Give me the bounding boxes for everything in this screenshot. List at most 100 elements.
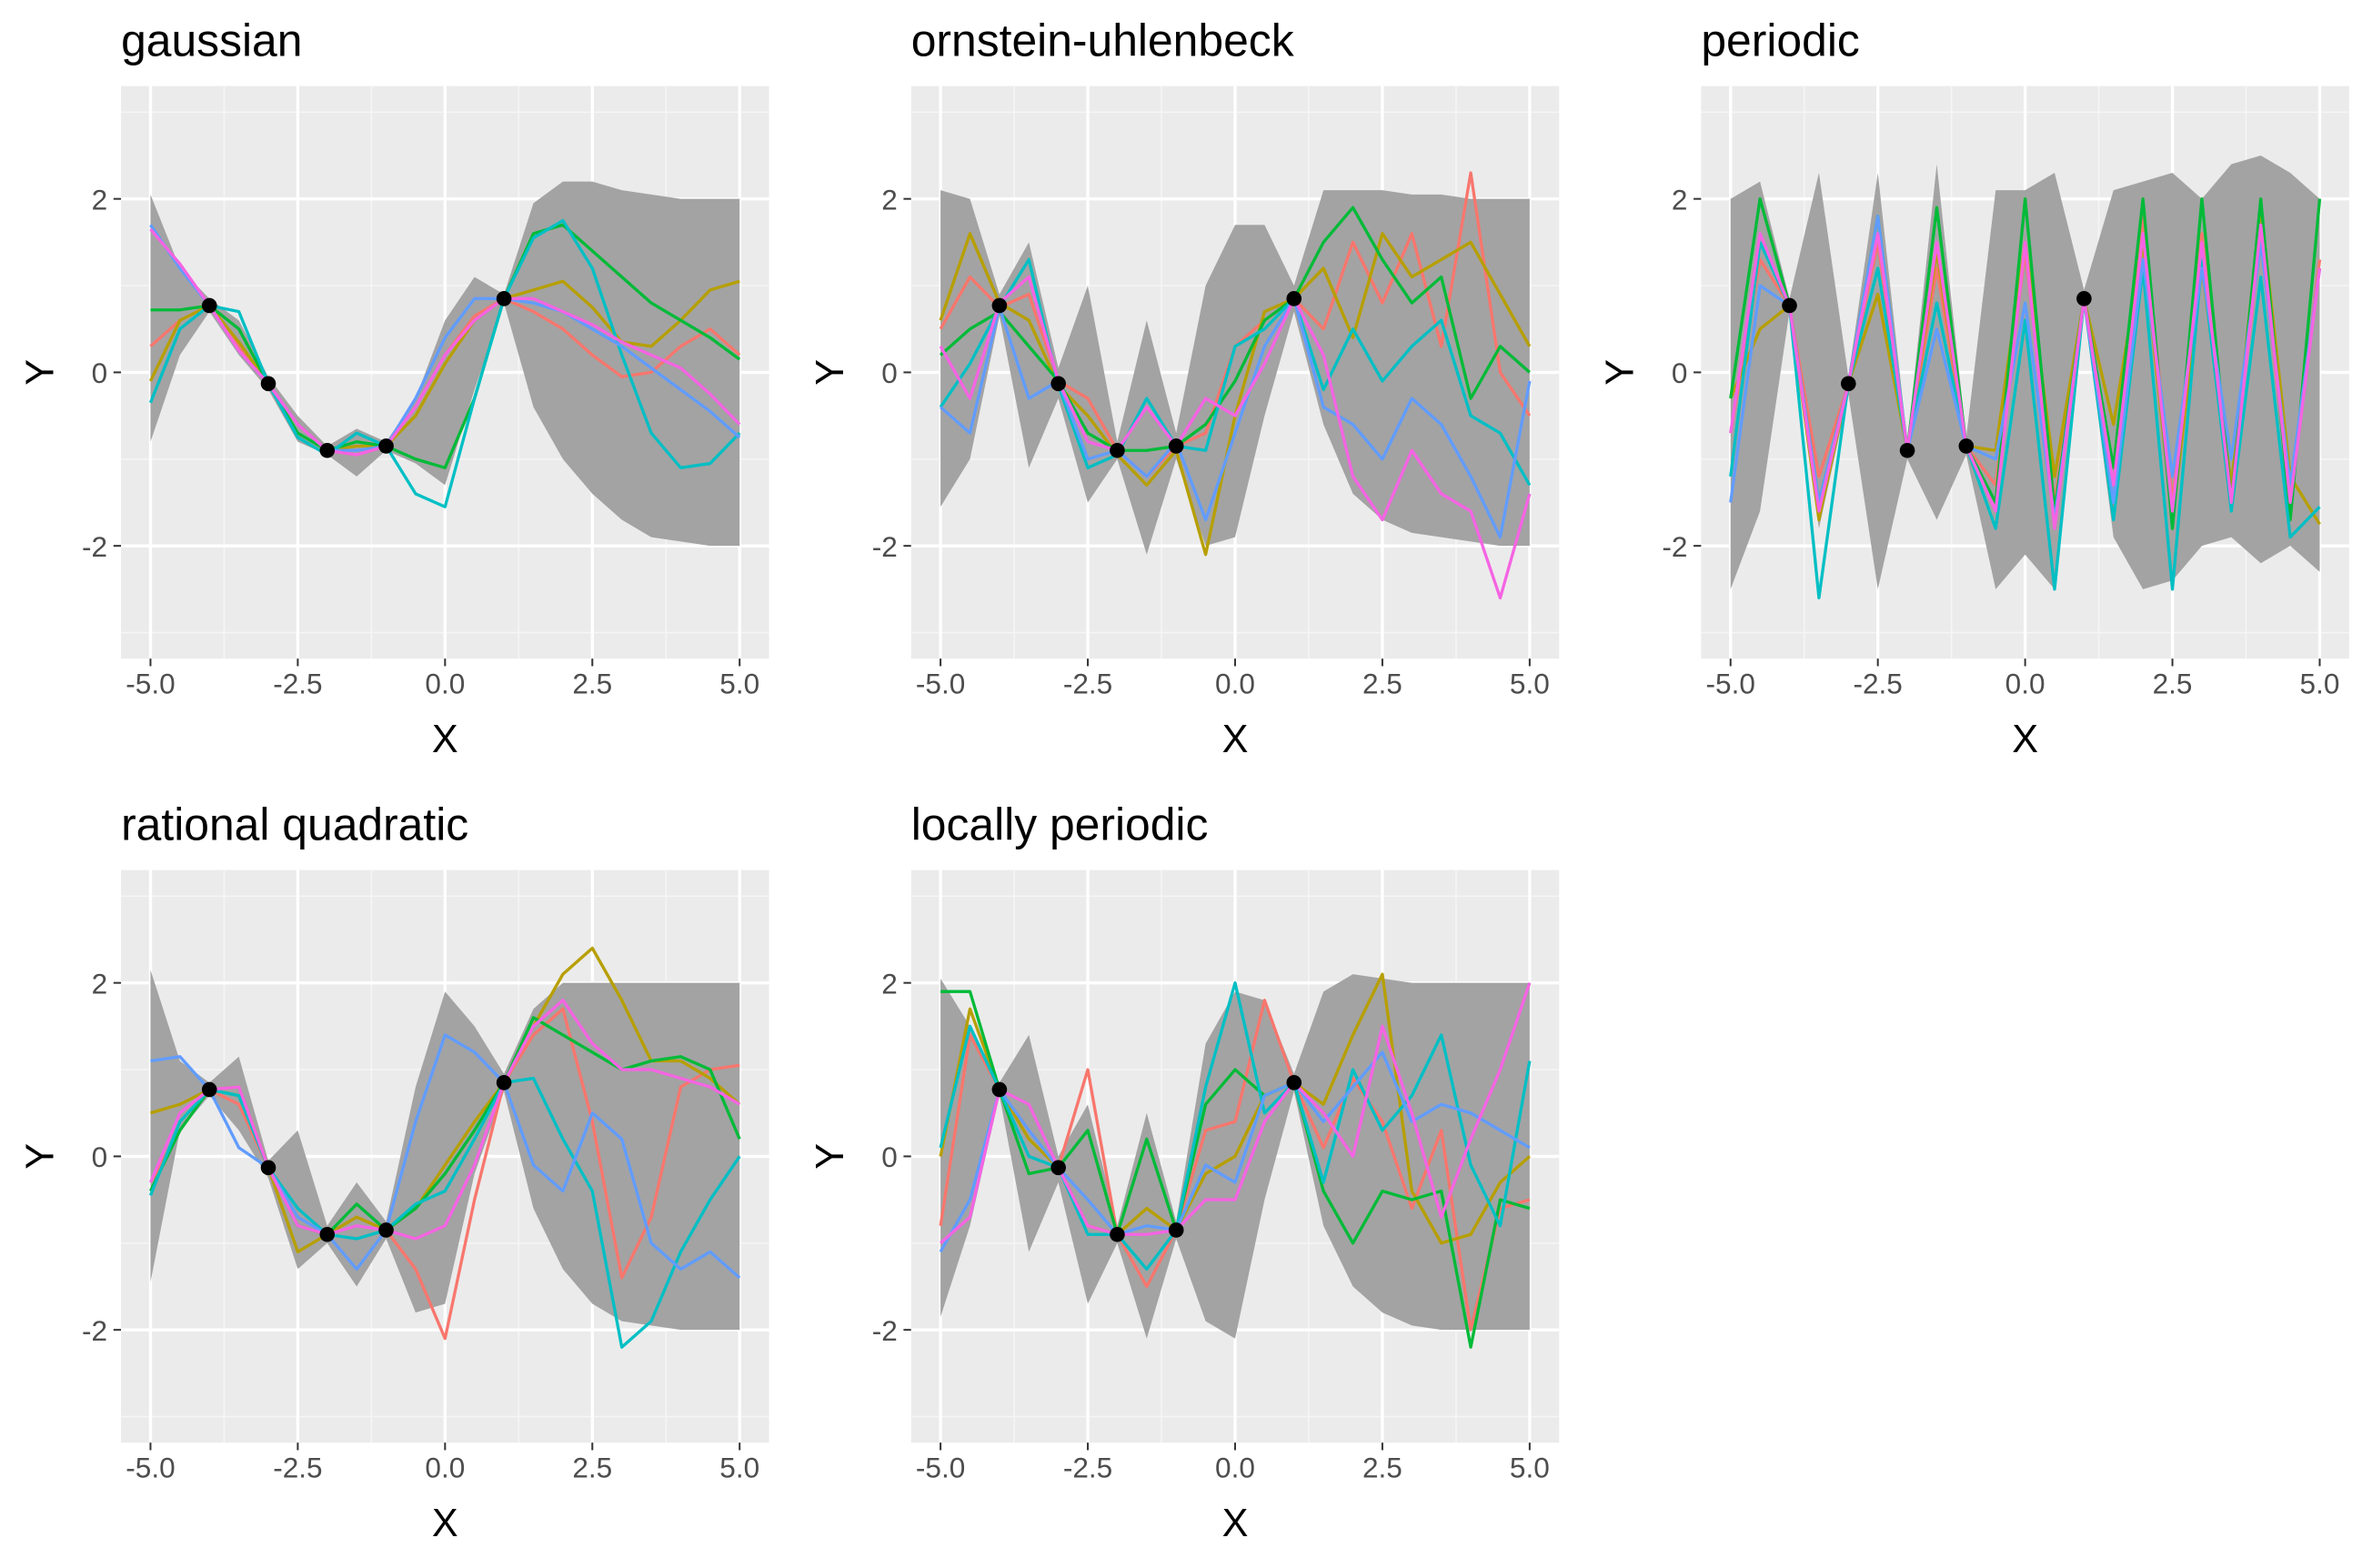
y-tick-label: 0 — [881, 357, 898, 389]
observed-point — [1840, 376, 1856, 392]
sample-line — [148, 279, 740, 452]
x-tick-label: 5.0 — [1510, 1451, 1550, 1483]
y-tick-label: 0 — [1672, 357, 1688, 389]
sample-line — [1729, 223, 2322, 530]
y-axis-title: Y — [809, 359, 852, 386]
x-tick-label: -5.0 — [126, 1451, 175, 1483]
observed-point — [260, 376, 276, 392]
panel-title: rational quadratic — [121, 799, 468, 849]
y-axis-title: Y — [1599, 359, 1643, 386]
sample-line — [148, 218, 741, 508]
confidence-ribbon — [1730, 155, 2320, 589]
observed-point — [319, 1226, 336, 1242]
x-tick-label: 2.5 — [572, 667, 612, 699]
observed-point — [1168, 438, 1184, 454]
observed-point — [496, 1075, 512, 1091]
sample-line — [939, 1050, 1531, 1253]
y-tick-label: -2 — [1662, 530, 1687, 563]
x-tick-label: 0.0 — [425, 1451, 465, 1483]
x-tick-label: -5.0 — [126, 667, 175, 699]
observed-point — [319, 442, 336, 458]
observed-point — [260, 1160, 276, 1176]
sample-line — [149, 227, 741, 457]
y-tick-label: -2 — [872, 530, 898, 563]
panel: -5.0 -2.5 0.0 2.5 5.0 -2 0 2 ornstein-uhlenbeck X… — [809, 15, 1560, 761]
x-tick-label: 2.5 — [1362, 667, 1402, 699]
sample-line — [939, 972, 1531, 1245]
y-tick-label: -2 — [82, 1314, 107, 1347]
sample-line — [939, 257, 1532, 487]
x-tick-label: -2.5 — [1063, 667, 1112, 699]
observed-point — [201, 1081, 217, 1098]
x-tick-label: -2.5 — [1063, 1451, 1112, 1483]
sample-line — [149, 1007, 740, 1341]
x-tick-label: 5.0 — [1510, 667, 1550, 699]
observed-point — [496, 291, 512, 307]
panel-title: gaussian — [121, 15, 302, 65]
y-tick-label: 2 — [1672, 183, 1688, 216]
x-axis-title: X — [1222, 1502, 1249, 1545]
x-tick-label: 5.0 — [2300, 667, 2340, 699]
observed-point — [991, 297, 1008, 314]
y-axis-title: Y — [809, 1143, 852, 1170]
x-tick-label: 0.0 — [1215, 1451, 1255, 1483]
y-tick-label: -2 — [82, 530, 107, 563]
x-axis-title: X — [2012, 718, 2038, 761]
x-tick-label: 2.5 — [2153, 667, 2193, 699]
x-tick-label: -2.5 — [273, 1451, 322, 1483]
panel: -5.0 -2.5 0.0 2.5 5.0 -2 0 2 locally periodic X Y — [809, 799, 1560, 1545]
observed-point — [1286, 1075, 1302, 1091]
x-axis-title: X — [432, 718, 458, 761]
observed-point — [201, 297, 217, 314]
panel: -5.0 -2.5 0.0 2.5 5.0 -2 0 2 periodic X Y — [1599, 15, 2349, 761]
panel: -5.0 -2.5 0.0 2.5 5.0 -2 0 2 gaussian X Y — [18, 15, 769, 761]
confidence-ribbon — [150, 970, 740, 1331]
sample-line — [939, 980, 1532, 1271]
y-axis-title: Y — [18, 359, 62, 386]
x-tick-label: -2.5 — [1853, 667, 1902, 699]
observed-point — [1050, 1160, 1066, 1176]
x-tick-label: -2.5 — [273, 667, 322, 699]
sample-line — [940, 982, 1532, 1245]
observed-point — [2076, 291, 2092, 307]
y-axis-title: Y — [18, 1143, 62, 1170]
x-axis-title: X — [1222, 718, 1249, 761]
observed-point — [1168, 1222, 1184, 1238]
panel-title: ornstein-uhlenbeck — [911, 15, 1294, 65]
sample-line — [148, 1076, 741, 1349]
y-tick-label: 0 — [881, 1141, 898, 1173]
x-tick-label: 5.0 — [719, 667, 759, 699]
y-tick-label: -2 — [872, 1314, 898, 1347]
y-tick-label: 2 — [881, 183, 898, 216]
x-tick-label: 2.5 — [1362, 1451, 1402, 1483]
panel: -5.0 -2.5 0.0 2.5 5.0 -2 0 2 rational quadratic X… — [18, 799, 769, 1545]
sample-line — [150, 1033, 741, 1280]
sample-line — [940, 990, 1531, 1349]
sample-line — [150, 223, 741, 469]
sample-line — [939, 275, 1532, 600]
sample-line — [940, 297, 1532, 539]
y-tick-label: 0 — [92, 1141, 108, 1173]
x-tick-label: 0.0 — [425, 667, 465, 699]
sample-line — [148, 999, 741, 1241]
y-tick-label: 2 — [92, 967, 108, 1000]
observed-point — [1050, 376, 1066, 392]
panel-title: locally periodic — [911, 799, 1209, 849]
y-tick-label: 2 — [881, 967, 898, 1000]
x-axis-title: X — [432, 1502, 458, 1545]
observed-point — [1782, 297, 1797, 314]
y-tick-label: 2 — [92, 183, 108, 216]
x-tick-label: 5.0 — [719, 1451, 759, 1483]
panel-title: periodic — [1701, 15, 1859, 65]
observed-point — [378, 1222, 394, 1238]
x-tick-label: 0.0 — [1215, 667, 1255, 699]
observed-point — [1958, 438, 1975, 454]
observed-point — [991, 1081, 1008, 1098]
x-tick-label: -5.0 — [1706, 667, 1755, 699]
observed-point — [1286, 291, 1302, 307]
x-tick-label: -5.0 — [916, 1451, 965, 1483]
sample-line — [940, 206, 1531, 452]
observed-point — [1899, 442, 1915, 458]
